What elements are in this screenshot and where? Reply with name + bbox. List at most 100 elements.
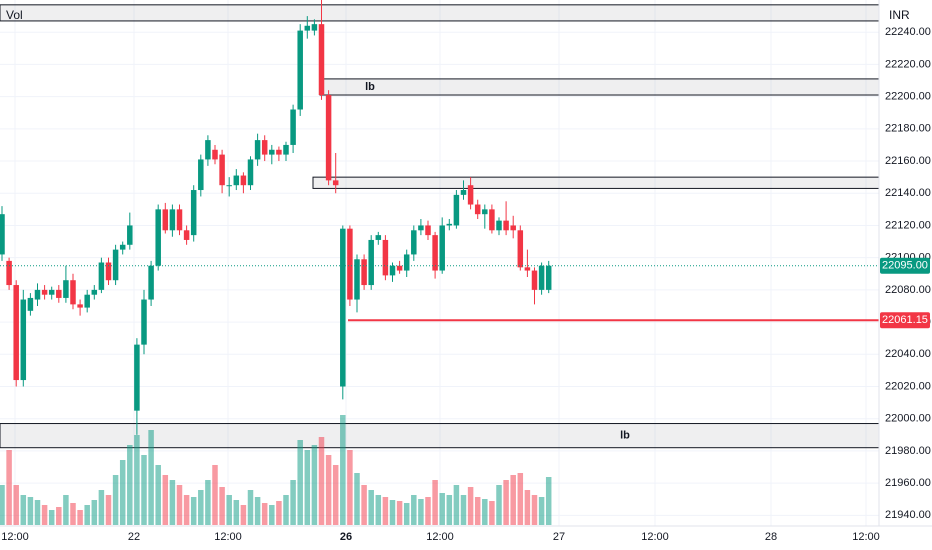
candle-body xyxy=(389,265,396,276)
volume-bar xyxy=(389,500,396,525)
volume-bar xyxy=(297,440,303,525)
zone xyxy=(0,423,880,449)
volume-bar xyxy=(155,465,161,525)
volume-bar xyxy=(205,480,211,525)
candle-body xyxy=(155,209,161,266)
candle-body xyxy=(332,180,339,186)
candle-body xyxy=(368,239,374,286)
candle-body xyxy=(6,260,12,286)
candle-body xyxy=(354,259,360,300)
candle-body xyxy=(63,280,69,298)
candle-body xyxy=(482,209,488,215)
candle-body xyxy=(105,262,112,281)
volume-bar xyxy=(446,495,453,525)
candle-body xyxy=(98,262,105,290)
volume-bar xyxy=(183,495,190,525)
volume-bar xyxy=(318,437,325,525)
volume-bar xyxy=(453,485,460,525)
volume-bar xyxy=(254,497,261,525)
y-tick-label: 22000.00 xyxy=(885,413,931,425)
volume-bar xyxy=(340,415,346,525)
volume-bar xyxy=(425,497,431,525)
candle-body xyxy=(418,225,424,231)
currency[interactable]: INR xyxy=(889,8,910,22)
volume-bar xyxy=(261,503,268,525)
volume-bar xyxy=(13,485,19,525)
y-tick-label: 21960.00 xyxy=(885,477,931,489)
candle-body xyxy=(127,225,133,245)
candle-body xyxy=(162,209,169,231)
candle-body xyxy=(20,299,27,381)
candle-body xyxy=(425,225,431,236)
volume-bar xyxy=(403,503,410,525)
candle-body xyxy=(219,154,225,186)
volume-bar xyxy=(84,505,90,525)
candle-body xyxy=(198,159,204,191)
candle-body xyxy=(91,289,98,295)
volume-bar xyxy=(311,445,318,525)
volume-bar xyxy=(482,499,488,525)
candle-body xyxy=(531,270,538,290)
y-tick-label: 22180.00 xyxy=(885,123,931,135)
volume-bar xyxy=(233,500,240,525)
volume-bar xyxy=(27,497,34,525)
candle-body xyxy=(545,265,552,290)
last-price-label: 22095.00 xyxy=(882,260,928,272)
volume-bar xyxy=(432,480,438,525)
candle-body xyxy=(112,249,119,281)
candle-body xyxy=(148,265,154,300)
last-price-tag xyxy=(880,257,930,274)
y-tick-label: 22140.00 xyxy=(885,187,931,199)
volume-bar xyxy=(411,495,417,525)
volume-bar xyxy=(361,485,367,525)
volume-bar xyxy=(439,493,445,525)
x-tick-label: 12:00 xyxy=(852,531,880,543)
candle-body xyxy=(169,209,176,231)
volume-bar xyxy=(524,490,531,525)
volume-bar xyxy=(538,497,545,525)
volume-bar xyxy=(48,510,55,525)
volume-bar xyxy=(531,495,538,525)
volume-bar xyxy=(269,505,275,525)
candle-body xyxy=(84,294,90,308)
volume-bar xyxy=(105,495,112,525)
candle-body xyxy=(269,149,275,155)
candle-body xyxy=(254,140,261,160)
volume-bar xyxy=(198,490,204,525)
candle-body xyxy=(48,289,55,295)
candle-body xyxy=(290,109,296,145)
volume-bar xyxy=(375,495,382,525)
candle-body xyxy=(247,159,254,186)
y-tick-label: 21980.00 xyxy=(885,445,931,457)
candle-body xyxy=(403,254,410,271)
candle-body xyxy=(77,304,83,308)
volume-bar xyxy=(332,465,339,525)
volume-bar xyxy=(77,510,83,525)
candle-body xyxy=(318,24,325,96)
candle-body xyxy=(233,175,240,186)
volume xyxy=(0,415,552,525)
candle-body xyxy=(474,204,481,215)
volume-bar xyxy=(382,497,389,525)
candle-body xyxy=(41,289,48,295)
volume-bar xyxy=(56,507,62,525)
candle-body xyxy=(27,297,34,311)
y-tick-label: 22080.00 xyxy=(885,284,931,296)
volume-bar xyxy=(290,480,296,525)
candle-body xyxy=(503,220,509,231)
volume-label: Vol xyxy=(6,8,23,22)
volume-bar xyxy=(226,495,232,525)
volume-bar xyxy=(304,450,311,525)
volume-bar xyxy=(148,430,154,525)
candle-body xyxy=(489,209,495,231)
volume-bar xyxy=(474,497,481,525)
volume-bar xyxy=(34,500,41,525)
candle-body xyxy=(205,140,211,160)
candle-body xyxy=(190,190,197,236)
candle-body xyxy=(297,30,303,110)
volume-bar xyxy=(63,495,69,525)
volume-bar xyxy=(112,475,119,525)
volume-bar xyxy=(517,473,524,525)
